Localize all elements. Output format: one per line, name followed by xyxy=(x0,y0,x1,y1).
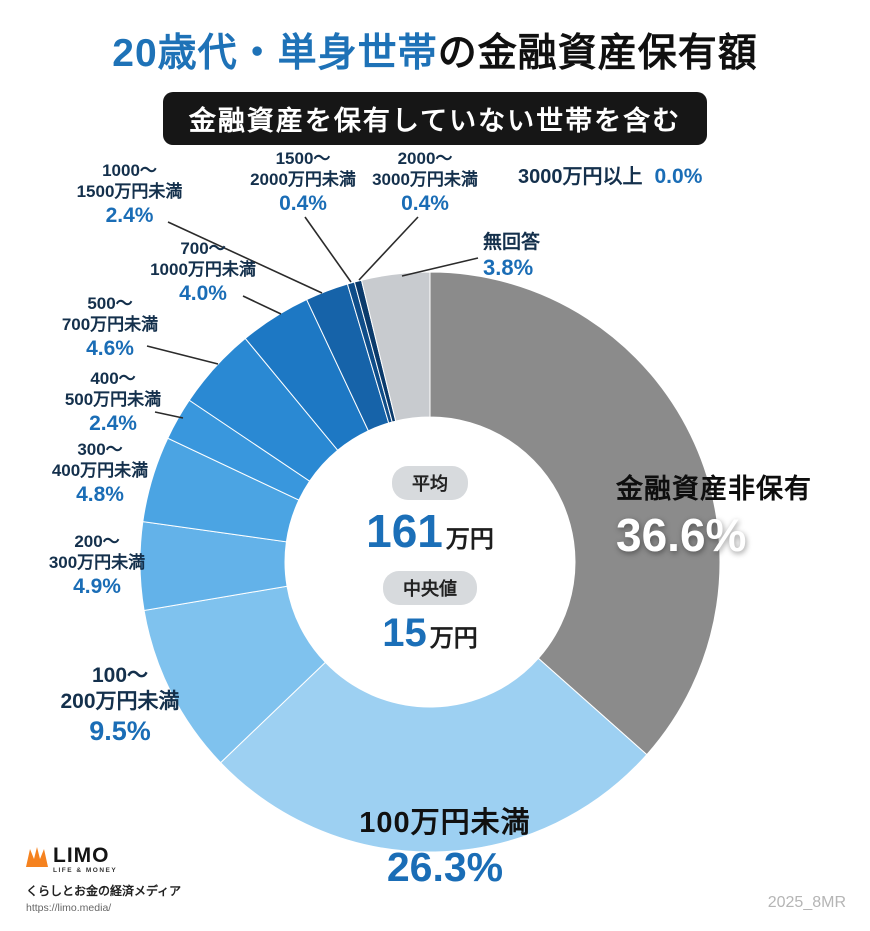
label-no-assets: 金融資産非保有 36.6% xyxy=(616,473,812,563)
callout-line-no-answer xyxy=(401,257,479,277)
callout-line-1000-1500 xyxy=(167,221,323,294)
callout-line-1500-2000 xyxy=(304,216,352,283)
label-100-200-pct: 9.5% xyxy=(89,716,151,747)
label-under-100-text: 100万円未満 xyxy=(359,807,531,839)
label-1500-2000: 1500〜 2000万円未満 0.4% xyxy=(228,149,378,217)
median-unit: 万円 xyxy=(429,625,478,653)
label-under-100-pct: 26.3% xyxy=(386,844,504,891)
footer-brand: LIMO LIFE & MONEY くらしとお金の経済メディア https://… xyxy=(26,845,181,914)
callout-line-700-1000 xyxy=(242,295,282,315)
label-700-1000-pct: 4.0% xyxy=(179,282,227,306)
brand-tagline: くらしとお金の経済メディア xyxy=(26,883,182,898)
label-200-300: 200〜 300万円未満 4.9% xyxy=(22,532,172,600)
donut-segment-under-100 xyxy=(219,657,648,853)
label-3000-plus: 3000万円以上 0.0% xyxy=(518,164,702,190)
title-rest: の金融資産保有額 xyxy=(437,32,758,75)
median-pill: 中央値 xyxy=(383,571,477,606)
limo-logo: LIMO LIFE & MONEY xyxy=(26,845,181,875)
label-2000-3000: 2000〜 3000万円未満 0.4% xyxy=(350,149,500,217)
label-1000-1500-pct: 2.4% xyxy=(105,204,154,228)
limo-logo-icon xyxy=(26,847,48,872)
label-no-answer: 無回答 3.8% xyxy=(483,231,540,282)
label-500-700-pct: 4.6% xyxy=(86,337,134,361)
average-value: 161 万円 xyxy=(366,505,494,557)
label-500-700: 500〜 700万円未満 4.6% xyxy=(35,294,185,362)
label-300-400: 300〜 400万円未満 4.8% xyxy=(25,440,175,508)
label-200-300-pct: 4.9% xyxy=(73,575,121,599)
watermark: 2025_8MR xyxy=(767,894,846,911)
title-highlight: 20歳代・単身世帯 xyxy=(112,32,438,75)
callout-line-400-500 xyxy=(154,411,184,419)
callout-line-2000-3000 xyxy=(358,216,419,281)
label-3000-plus-text: 3000万円以上 xyxy=(518,166,643,188)
average-unit: 万円 xyxy=(445,526,494,553)
subtitle-badge: 金融資産を保有していない世帯を含む xyxy=(162,92,708,145)
label-300-400-pct: 4.8% xyxy=(76,483,124,507)
label-400-500-pct: 2.4% xyxy=(89,412,137,436)
label-700-1000: 700〜 1000万円未満 4.0% xyxy=(128,239,278,307)
center-stats: 平均 161 万円 中央値 15 万円 xyxy=(285,466,575,670)
label-no-answer-pct: 3.8% xyxy=(483,255,534,281)
donut-segment-no-answer xyxy=(360,271,431,422)
label-3000-plus-pct: 0.0% xyxy=(654,165,703,188)
label-2000-3000-pct: 0.4% xyxy=(401,192,449,216)
label-1500-2000-pct: 0.4% xyxy=(279,192,327,216)
page-title: 20歳代・単身世帯の金融資産保有額 xyxy=(0,0,870,78)
callout-line-500-700 xyxy=(146,345,219,365)
label-no-assets-text: 金融資産非保有 xyxy=(616,474,812,504)
label-no-answer-text: 無回答 xyxy=(483,232,541,253)
label-100-200: 100〜 200万円未満 9.5% xyxy=(25,663,215,748)
average-pill: 平均 xyxy=(392,466,468,500)
brand-url: https://limo.media/ xyxy=(26,901,112,914)
label-under-100: 100万円未満 26.3% xyxy=(275,806,615,892)
average-number: 161 xyxy=(366,505,443,557)
brand-name: LIMO xyxy=(53,844,110,867)
donut-segments xyxy=(139,271,721,853)
median-value: 15 万円 xyxy=(382,612,478,654)
label-no-assets-pct: 36.6% xyxy=(616,508,747,561)
donut-segment-no-assets xyxy=(429,271,721,756)
label-400-500: 400〜 500万円未満 2.4% xyxy=(38,369,188,437)
callout-lines xyxy=(146,216,479,419)
median-number: 15 xyxy=(382,611,427,656)
label-1000-1500: 1000〜 1500万円未満 2.4% xyxy=(52,161,207,229)
brand-subtitle: LIFE & MONEY xyxy=(53,867,118,874)
